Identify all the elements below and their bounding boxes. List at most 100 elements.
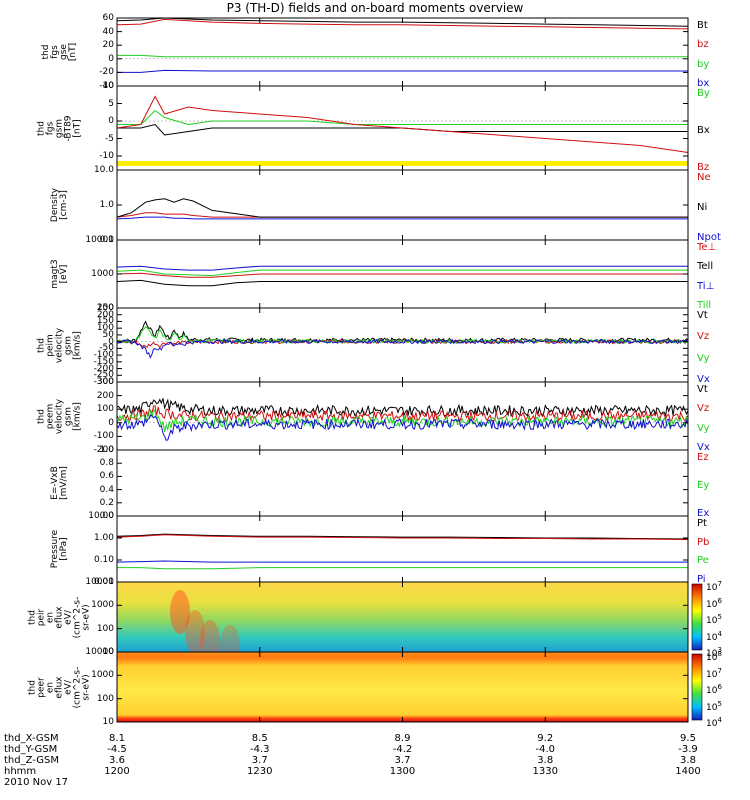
series-peim_velocity-Vx xyxy=(116,338,689,359)
injection-feature xyxy=(185,610,205,654)
legend-Pb: Pb xyxy=(697,536,710,548)
colorbar-tick-label: 104 xyxy=(706,629,722,643)
ephemeris-value: 3.8 xyxy=(680,755,696,766)
y-tick-label: 10000 xyxy=(85,647,114,657)
ephemeris-value: 1400 xyxy=(675,766,701,777)
panel-ion_spectrogram xyxy=(116,581,703,669)
ephemeris-row-label: thd_X-GSM xyxy=(4,733,59,744)
y-tick-label: 1.0 xyxy=(99,445,114,455)
legend-Vt: Vt xyxy=(697,310,708,321)
y-axis-label-electron_spectrogram: thd peer en eflux eV/ (cm^2-s- sr-eV) xyxy=(27,666,92,708)
legend-bx: bx xyxy=(697,78,710,89)
y-tick-label: 10 xyxy=(102,81,114,91)
colorbar-tick-label: 107 xyxy=(706,666,722,680)
y-tick-label: -40 xyxy=(99,81,114,91)
date-label: 2010 Nov 17 xyxy=(4,777,69,788)
panel-frame xyxy=(116,515,689,583)
legend-Bz: Bz xyxy=(697,162,710,173)
y-tick-label: 100 xyxy=(96,623,114,634)
colorbar-tick-label: 105 xyxy=(706,613,722,626)
y-tick-label: 10.0 xyxy=(93,165,114,175)
y-tick-label: 100 xyxy=(96,303,114,313)
legend-Vz: Vz xyxy=(697,403,710,415)
colorbar-tick-label: 107 xyxy=(706,580,722,593)
series-temperature-Ti⊥ xyxy=(116,265,688,271)
y-tick-label: 0 xyxy=(108,336,114,347)
ephemeris-value: 3.7 xyxy=(394,755,411,766)
y-axis-label-peim_velocity: thd peim velocity gsm [km/s] xyxy=(36,327,83,363)
ephemeris-value: 1230 xyxy=(247,766,273,777)
ephemeris-value: 8.5 xyxy=(251,733,268,744)
y-tick-label: -250 xyxy=(93,370,114,381)
y-tick-label: 1.0 xyxy=(99,200,114,210)
colorbar-tick-label: 106 xyxy=(706,596,722,610)
y-tick-label: 0.10 xyxy=(93,555,114,565)
colorbar-electron_spectrogram xyxy=(691,653,703,721)
panel-efield xyxy=(116,449,689,517)
panel-frame xyxy=(116,449,689,517)
legend-Te⊥: Te⊥ xyxy=(697,242,717,253)
ephemeris-value: -3.9 xyxy=(678,744,698,755)
y-tick-label: 60 xyxy=(102,13,114,23)
ephemeris-value: 1330 xyxy=(532,766,558,777)
ephemeris-value: 3.7 xyxy=(251,755,268,766)
y-tick-label: 1000 xyxy=(91,269,114,279)
series-density-Ni xyxy=(116,198,688,218)
series-peim_velocity-Vt xyxy=(116,320,689,344)
y-tick-label: 150 xyxy=(96,316,114,327)
y-tick-label: 0 xyxy=(108,116,114,126)
panel-frame xyxy=(116,17,689,87)
y-tick-label: 0.0 xyxy=(99,511,114,521)
legend-Bx: Bx xyxy=(697,125,710,136)
y-tick-label: 200 xyxy=(96,309,114,320)
y-axis-label-efield: E=-VxB [mV/m] xyxy=(50,466,69,500)
colorbar-tick-label: 104 xyxy=(706,716,722,729)
spectrogram-ion_spectrogram xyxy=(117,582,688,652)
ephemeris-value: 8.1 xyxy=(109,733,125,744)
legend-Tell: Tell xyxy=(697,261,714,273)
y-axis-label-fgs_total: thd fgs gse [nT] xyxy=(41,42,78,62)
legend-Ni: Ni xyxy=(697,202,708,213)
legend-Npot: Npot xyxy=(697,232,721,243)
y-tick-label: 10 xyxy=(102,717,114,727)
y-tick-label: 0.01 xyxy=(93,577,114,587)
series-pressure-Pt xyxy=(116,533,689,540)
colorbar-ion_spectrogram xyxy=(691,583,703,651)
series-peem_velocity-Vx xyxy=(116,414,689,441)
injection-feature xyxy=(170,590,190,634)
legend-Ez: Ez xyxy=(697,452,709,463)
series-pressure-Pi xyxy=(116,560,688,563)
ephemeris-value: 9.5 xyxy=(680,733,696,744)
y-tick-label: -100 xyxy=(93,431,114,442)
y-tick-label: 5 xyxy=(108,98,114,109)
y-tick-label: 0 xyxy=(108,417,114,428)
y-tick-label: 0.6 xyxy=(99,471,114,482)
panel-peim_velocity xyxy=(116,307,689,383)
ephemeris-row-label: hhmm xyxy=(4,766,37,777)
series-density-Npot xyxy=(116,216,688,220)
y-tick-label: -200 xyxy=(93,363,114,374)
y-tick-label: 20 xyxy=(102,40,114,51)
panel-density xyxy=(116,169,689,241)
ephemeris-value: 3.8 xyxy=(537,755,554,766)
colorbar-tick-label: 108 xyxy=(706,650,722,663)
series-peem_velocity-Vy xyxy=(116,408,689,433)
legend-Pe: Pe xyxy=(697,555,709,567)
panel-frame xyxy=(116,169,689,241)
ephemeris-row-label: thd_Z-GSM xyxy=(4,755,59,766)
legend-Pi: Pi xyxy=(697,574,706,585)
y-tick-label: -150 xyxy=(93,356,114,367)
ephemeris-value: 1300 xyxy=(389,766,416,777)
y-axis-label-peem_velocity: thd peem velocity gsm [km/s] xyxy=(36,398,83,434)
legend-bz: bz xyxy=(697,39,709,51)
y-tick-label: -100 xyxy=(93,350,114,361)
legend-Vt: Vt xyxy=(697,384,708,395)
series-fgs_detrended-Bz xyxy=(116,95,689,153)
series-fgs_detrended-Bx xyxy=(117,123,688,136)
ephemeris-value: -4.5 xyxy=(107,744,127,755)
y-tick-label: 250 xyxy=(96,303,114,313)
panel-fgs_detrended xyxy=(116,85,689,171)
spectrogram-electron_spectrogram xyxy=(117,652,688,722)
panel-pressure xyxy=(116,515,689,583)
